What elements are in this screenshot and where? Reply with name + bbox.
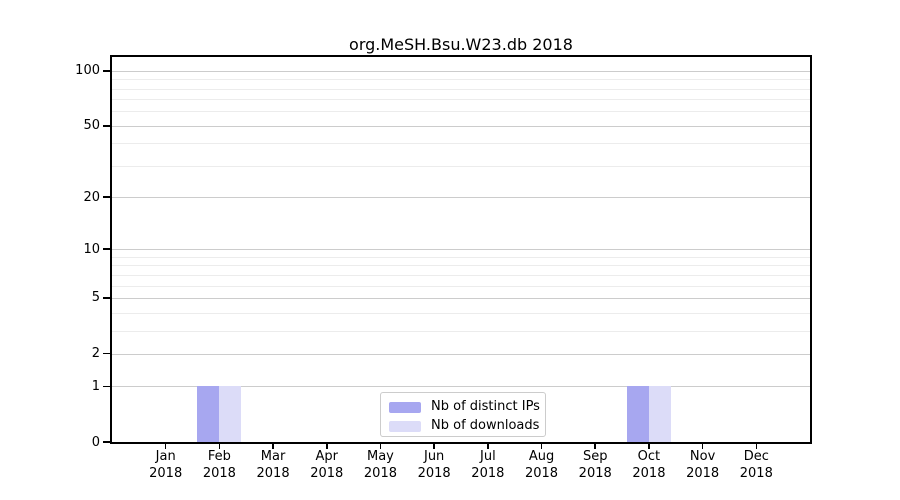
- x-tick-label: Apr 2018: [297, 448, 357, 482]
- bar-distinct-ips: [197, 386, 220, 442]
- y-tick-label: 5: [91, 290, 100, 306]
- gridline-minor: [112, 88, 810, 90]
- gridline-minor: [112, 285, 810, 287]
- x-tick-label-line: 2018: [739, 466, 773, 481]
- x-tick-label-line: 2018: [363, 466, 397, 481]
- x-tick-label: Mar 2018: [243, 448, 303, 482]
- gridline-minor: [112, 274, 810, 276]
- x-tick-label: Dec 2018: [726, 448, 786, 482]
- x-tick-mark: [326, 444, 328, 449]
- x-tick-label-line: 2018: [256, 466, 290, 481]
- y-tick-mark: [103, 70, 110, 72]
- gridline-minor: [112, 256, 810, 258]
- x-tick-label-line: Oct: [637, 449, 661, 464]
- x-tick-label-line: 2018: [471, 466, 505, 481]
- bar-downloads: [219, 386, 242, 442]
- x-tick-label: Nov 2018: [673, 448, 733, 482]
- y-tick-mark: [103, 297, 110, 299]
- y-tick-label: 10: [83, 241, 100, 257]
- x-tick-mark: [379, 444, 382, 449]
- legend-label-distinct-ips: Nb of distinct IPs: [431, 399, 540, 414]
- x-tick-label-line: Jul: [480, 449, 496, 464]
- gridline-minor: [112, 165, 810, 167]
- legend-entry-distinct-ips: Nb of distinct IPs: [389, 399, 540, 415]
- x-tick-label-line: 2018: [417, 466, 451, 481]
- y-tick-mark: [103, 352, 110, 355]
- x-tick-mark: [594, 444, 596, 449]
- y-tick-mark: [103, 385, 110, 387]
- x-tick-label: Oct 2018: [619, 448, 679, 482]
- y-tick-label: 2: [91, 346, 100, 362]
- chart-title: org.MeSH.Bsu.W23.db 2018: [349, 35, 573, 54]
- gridline-minor: [112, 111, 810, 113]
- y-tick-label: 0: [91, 434, 100, 450]
- x-tick-mark: [433, 444, 435, 449]
- x-tick-label: Feb 2018: [189, 448, 249, 482]
- gridline-minor: [112, 99, 810, 101]
- legend-swatch-distinct-ips-icon: [389, 401, 421, 413]
- x-tick-mark: [164, 444, 167, 449]
- bar-distinct-ips: [626, 386, 649, 442]
- x-tick-label-line: May: [367, 449, 394, 464]
- x-tick-mark: [701, 444, 704, 449]
- x-tick-label-line: 2018: [524, 466, 559, 481]
- x-tick-mark: [755, 444, 758, 449]
- x-tick-label-line: Jan: [155, 449, 176, 464]
- x-tick-label-line: 2018: [310, 466, 344, 481]
- gridline-major: [112, 197, 810, 199]
- x-tick-mark: [648, 444, 650, 449]
- legend-label-downloads: Nb of downloads: [431, 418, 540, 433]
- x-tick-label-line: Nov: [689, 449, 716, 464]
- gridline-major: [112, 70, 810, 72]
- gridline-major: [112, 249, 810, 251]
- legend: Nb of distinct IPs Nb of downloads: [380, 392, 546, 437]
- x-tick-mark: [540, 444, 543, 449]
- gridline-minor: [112, 265, 810, 267]
- x-tick-mark: [218, 444, 221, 449]
- x-tick-label-line: Dec: [743, 449, 769, 464]
- x-tick-label-line: 2018: [578, 466, 612, 481]
- gridline-major: [112, 297, 810, 299]
- x-tick-label: Sep 2018: [565, 448, 625, 482]
- x-tick-label-line: Aug: [528, 449, 555, 464]
- x-tick-mark: [487, 444, 489, 449]
- x-tick-label-line: Apr: [315, 449, 339, 464]
- x-tick-label-line: 2018: [202, 466, 236, 481]
- gridline-major: [112, 386, 810, 388]
- x-tick-label-line: 2018: [632, 466, 666, 481]
- y-tick-label: 20: [83, 189, 100, 205]
- x-tick-label: Jan 2018: [136, 448, 196, 482]
- x-tick-label-line: 2018: [149, 466, 183, 481]
- x-tick-label-line: 2018: [686, 466, 720, 481]
- x-tick-label: May 2018: [350, 448, 410, 482]
- x-tick-label-line: Sep: [582, 449, 608, 464]
- legend-entry-downloads: Nb of downloads: [389, 418, 540, 434]
- x-tick-mark: [272, 444, 274, 449]
- x-tick-label-line: Feb: [207, 449, 231, 464]
- plot-area: [112, 57, 810, 442]
- gridline-major: [112, 125, 810, 127]
- x-tick-label-line: Mar: [260, 449, 286, 464]
- legend-swatch-downloads-icon: [389, 420, 421, 432]
- y-tick-label: 50: [83, 118, 100, 134]
- x-tick-label: Jul 2018: [458, 448, 518, 482]
- gridline-minor: [112, 143, 810, 145]
- y-tick-mark: [103, 248, 110, 250]
- gridline-minor: [112, 79, 810, 81]
- gridline-minor: [112, 330, 810, 332]
- x-tick-label: Aug 2018: [512, 448, 572, 482]
- x-tick-label-line: Jun: [423, 449, 445, 464]
- gridline-major: [112, 353, 810, 355]
- y-tick-mark: [103, 125, 110, 127]
- x-tick-label: Jun 2018: [404, 448, 464, 482]
- gridline-minor: [112, 312, 810, 314]
- y-tick-mark: [103, 196, 110, 198]
- y-tick-label: 1: [91, 378, 100, 394]
- y-tick-mark: [103, 441, 110, 443]
- bar-downloads: [648, 386, 671, 442]
- y-tick-label: 100: [75, 63, 100, 79]
